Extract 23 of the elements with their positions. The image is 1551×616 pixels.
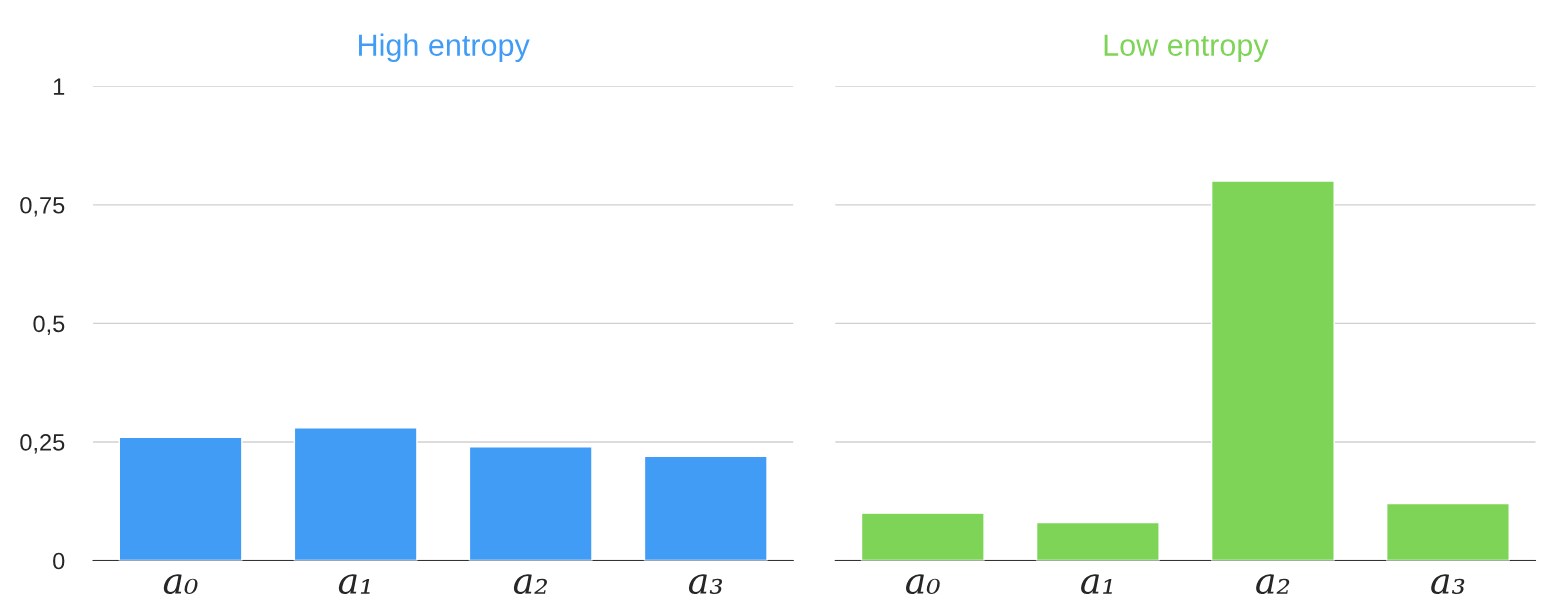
y-tick-label: 0,5 — [33, 315, 65, 335]
x-tick-label: a₀ — [906, 574, 940, 595]
x-tick-label: a₂ — [513, 574, 547, 595]
x-tick-label: a₂ — [1256, 574, 1290, 595]
x-tick-label: a₁ — [338, 574, 370, 595]
bar — [293, 427, 418, 561]
y-tick-label: 1 — [53, 78, 65, 95]
bar — [1210, 180, 1335, 561]
x-tick-label: a₃ — [688, 574, 723, 595]
y-tick-label: 0,25 — [20, 434, 65, 454]
x-tick-label: a₁ — [1081, 574, 1112, 595]
chart-title: Low entropy — [1104, 34, 1269, 63]
x-tick-label: a₀ — [163, 574, 198, 595]
y-tick-label: 0 — [53, 552, 65, 570]
bar — [860, 512, 985, 561]
y-tick-label: 0,75 — [20, 196, 65, 217]
chart-title: High entropy — [359, 33, 530, 63]
bar — [118, 436, 243, 561]
bar — [643, 455, 768, 561]
bar — [468, 446, 593, 561]
bar — [1386, 502, 1510, 561]
x-tick-label: a₃ — [1431, 574, 1465, 595]
bar — [1035, 521, 1160, 561]
